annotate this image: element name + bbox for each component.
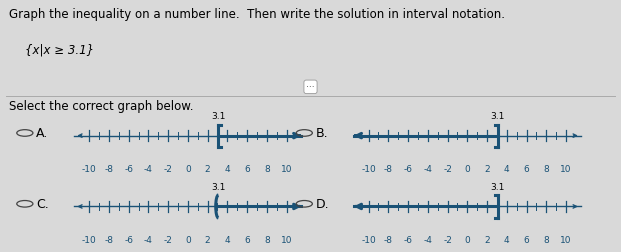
Text: C.: C.: [36, 198, 49, 210]
Text: Graph the inequality on a number line.  Then write the solution in interval nota: Graph the inequality on a number line. T…: [9, 8, 505, 20]
Text: {x|x ≥ 3.1}: {x|x ≥ 3.1}: [25, 43, 94, 56]
Text: 3.1: 3.1: [211, 182, 225, 191]
Text: 3.1: 3.1: [491, 112, 505, 121]
Text: 3.1: 3.1: [211, 112, 225, 121]
Text: D.: D.: [315, 198, 329, 210]
Text: 3.1: 3.1: [491, 182, 505, 191]
Text: A.: A.: [36, 127, 48, 140]
Text: B.: B.: [315, 127, 328, 140]
Text: Select the correct graph below.: Select the correct graph below.: [9, 100, 194, 112]
Text: ···: ···: [306, 83, 315, 92]
